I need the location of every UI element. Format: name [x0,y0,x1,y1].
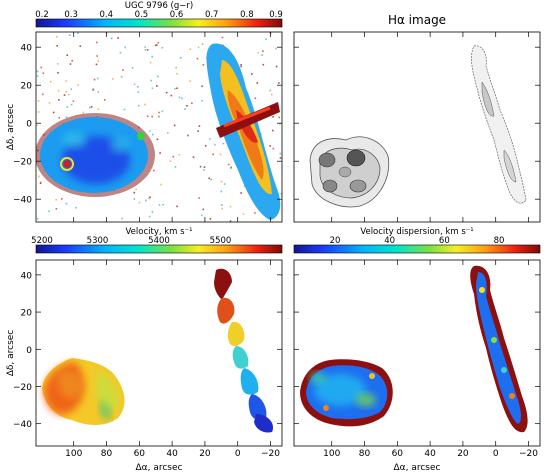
y-tick-label: −40 [13,420,32,430]
colorbar-tick-label: 40 [384,236,395,246]
y-tick-label: 40 [21,44,33,54]
panel-color-index: 40 20 0 −20 −40 Δδ, arcsec [6,31,283,223]
panel-velocity: 40 20 0 −20 −40 100 80 60 40 20 0 −20 Δδ, arcsec Δα… [6,259,283,473]
colorbar-dispersion: Velocity dispersion, km s⁻¹ 20 40 60 80 [293,227,541,254]
x-tick-label: 20 [457,449,469,459]
colorbar-gradient [35,244,283,254]
plot-frame [35,259,283,447]
x-tick-label: 100 [65,449,82,459]
y-axis-label: Δδ, arcsec [6,104,16,151]
panel-title: Hα image [388,13,446,27]
x-tick-label: −20 [519,449,538,459]
x-axis-label: Δα, arcsec [136,463,183,473]
colorbar-title: Velocity, km s⁻¹ [126,227,193,237]
colorbar-tick-label: 80 [494,236,505,246]
colorbar-gradient [35,18,283,28]
colorbar-tick-label: 0.8 [240,10,254,20]
plot-frame [35,31,283,223]
colorbar-title: Velocity dispersion, km s⁻¹ [360,227,473,237]
left-galaxy-color [36,113,155,197]
colorbar-tick-label: 5500 [210,236,232,246]
colorbar-tick-label: 0.9 [269,10,283,20]
y-tick-label: 20 [21,82,33,92]
x-tick-label: 60 [134,449,146,459]
right-galaxy-color [206,43,281,221]
colorbar-tick-label: 0.7 [205,10,219,20]
y-tick-label: −20 [13,383,32,393]
colorbar-tick-label: 0.2 [35,10,49,20]
y-tick-label: 40 [21,271,33,281]
colorbar-tick-label: 0.6 [170,10,184,20]
x-axis-label: Δα, arcsec [394,463,441,473]
colorbar-tick-label: 0.3 [64,10,78,20]
panel-halpha [293,31,541,223]
colorbar-tick-label: 0.4 [100,10,114,20]
x-tick-label: 20 [199,449,211,459]
plot-frame [293,259,541,447]
y-tick-label: −20 [13,158,32,168]
panel-dispersion: 100 80 60 40 20 0 −20 Δα, arcsec [293,259,541,473]
y-tick-label: 20 [21,309,33,319]
colorbar-color-index: UGC 9796 (g−r) 0.2 0.3 0.4 0.5 0.6 0.7 0.8 0.9 [35,1,283,28]
colorbar-tick-label: 20 [330,236,341,246]
x-tick-label: 0 [235,449,241,459]
y-axis-label: Δδ, arcsec [6,330,16,377]
x-tick-label: 100 [323,449,340,459]
colorbar-tick-label: 0.5 [135,10,149,20]
plot-frame [293,31,541,223]
y-tick-label: −40 [13,196,32,206]
x-tick-label: 80 [359,449,371,459]
colorbar-tick-label: 5200 [31,236,53,246]
right-galaxy-velocity [214,268,274,433]
x-tick-label: 0 [493,449,499,459]
x-tick-label: −20 [261,449,280,459]
colorbar-gradient [293,244,541,254]
x-tick-label: 40 [166,449,178,459]
y-tick-label: 0 [26,346,32,356]
colorbar-velocity: Velocity, km s⁻¹ 5200 5300 5400 5500 [31,227,283,254]
colorbar-tick-label: 60 [439,236,450,246]
colorbar-title: UGC 9796 (g−r) [125,1,193,11]
y-tick-label: 0 [26,120,32,130]
x-tick-label: 80 [101,449,113,459]
right-galaxy-halpha [471,45,527,204]
left-galaxy-velocity [42,358,125,425]
left-galaxy-halpha [309,136,390,208]
colorbar-tick-label: 5400 [148,236,170,246]
colorbar-tick-label: 5300 [87,236,109,246]
x-tick-label: 60 [392,449,404,459]
right-galaxy-dispersion [470,265,528,433]
x-tick-label: 40 [424,449,436,459]
left-galaxy-dispersion [300,359,393,427]
